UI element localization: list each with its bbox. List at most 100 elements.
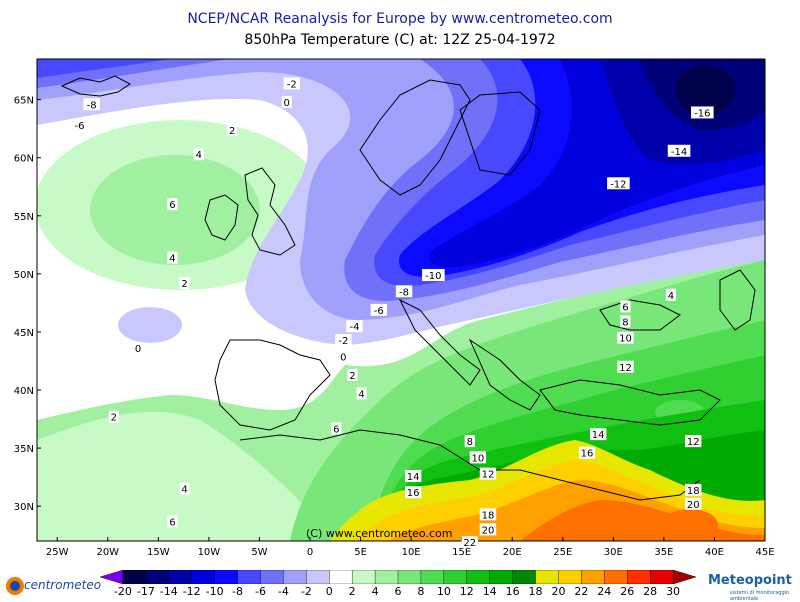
legend-label: 8 xyxy=(417,585,425,598)
contour-label-bg xyxy=(685,497,702,510)
contour-label: 2 xyxy=(227,123,238,137)
contour-label: 12 xyxy=(617,360,634,374)
legend-label: 26 xyxy=(620,585,635,598)
caspian-coast xyxy=(719,269,756,331)
legend-swatch xyxy=(397,570,422,584)
contour-label: 8 xyxy=(464,435,475,448)
legend-label: -14 xyxy=(159,585,178,598)
contour-label: 2 xyxy=(347,368,358,382)
legend-label: -8 xyxy=(232,585,244,598)
legend-swatch xyxy=(214,570,239,584)
band-24-pocket xyxy=(662,509,718,541)
contour-label-bg xyxy=(71,119,88,132)
map-subtitle: 850hPa Temperature (C) at: 12Z 25-04-197… xyxy=(244,32,556,48)
contour-label-text: 2 xyxy=(229,126,235,137)
britain-coast xyxy=(244,167,296,256)
contour-label: -16 xyxy=(691,106,714,119)
legend-swatch xyxy=(627,570,651,584)
legend-swatch xyxy=(443,570,468,584)
contour-label-text: 12 xyxy=(619,363,632,374)
legend-swatch xyxy=(351,570,376,584)
contour-label: -2 xyxy=(335,334,352,347)
contour-label-text: -8 xyxy=(87,100,97,111)
lon-label-10w: 10W xyxy=(198,547,221,558)
contour-label-text: 6 xyxy=(169,200,175,211)
legend-label: -12 xyxy=(182,585,201,598)
contour-label-text: 20 xyxy=(482,525,495,536)
legend-swatch xyxy=(168,570,193,584)
lon-label-45e: 45E xyxy=(755,547,774,558)
legend-label: 22 xyxy=(574,585,589,598)
finland-coast xyxy=(459,91,541,176)
contour-label-text: 2 xyxy=(181,279,187,290)
contour-label: 14 xyxy=(404,469,422,483)
lat-label-65n: 65N xyxy=(14,96,34,107)
color-legend xyxy=(100,570,696,584)
contour-label-bg xyxy=(133,342,144,355)
legend-label: -6 xyxy=(254,585,266,598)
lon-label-10e: 10E xyxy=(402,547,421,558)
contour-label-text: 18 xyxy=(687,486,700,497)
contour-label-bg xyxy=(665,288,677,301)
balkans-coast xyxy=(468,338,541,411)
contour-label-bg xyxy=(370,303,387,316)
legend-label: 10 xyxy=(436,585,451,598)
lon-label-40e: 40E xyxy=(705,547,724,558)
lon-label-35e: 35E xyxy=(654,547,673,558)
contour-label: 0 xyxy=(281,95,292,109)
contour-label: 4 xyxy=(167,251,178,265)
lat-label-60n: 60N xyxy=(14,154,34,165)
contour-label-bg xyxy=(356,387,367,400)
contour-label-text: 14 xyxy=(592,430,605,441)
legend-label: 4 xyxy=(371,585,379,598)
contour-label-bg xyxy=(620,300,631,313)
contour-label-text: 6 xyxy=(333,424,339,435)
legend-label: 24 xyxy=(597,585,612,598)
contour-label-bg xyxy=(179,277,190,290)
contour-label-bg xyxy=(461,536,478,549)
legend-swatch xyxy=(649,570,674,584)
contour-label-text: 4 xyxy=(196,150,202,161)
contour-label-bg xyxy=(422,269,445,282)
legend-swatch xyxy=(581,570,606,584)
legend-label: -17 xyxy=(136,585,155,598)
contour-label-bg xyxy=(167,251,178,264)
contour-label-bg xyxy=(346,320,363,333)
contour-label-text: 0 xyxy=(284,98,290,109)
contour-label: -8 xyxy=(395,285,413,298)
italy-coast xyxy=(398,298,481,386)
legend-labels: -20 -17 -14 -12 -10 -8 -6 -4 -2 0 2 4 6 8 10 12 14 16 18 20… xyxy=(0,585,800,599)
contour-label-bg xyxy=(620,315,631,328)
contour-label-bg xyxy=(108,410,119,423)
contour-label-bg xyxy=(479,523,497,536)
contour-label-text: 10 xyxy=(619,334,632,345)
contour-label-text: 10 xyxy=(471,453,484,464)
contour-label-text: -6 xyxy=(74,121,84,132)
legend-swatch xyxy=(100,570,124,584)
lon-label-25e: 25E xyxy=(553,547,572,558)
legend-label: -4 xyxy=(277,585,289,598)
lon-label-20w: 20W xyxy=(96,547,119,558)
contour-label: -14 xyxy=(667,144,691,158)
contour-label: 8 xyxy=(620,315,631,328)
legend-swatch xyxy=(283,570,308,584)
contour-label: 6 xyxy=(167,515,178,528)
latitude-axis: 65N 60N 55N 50N 45N 40N 35N 30N xyxy=(14,96,41,513)
legend-label: 30 xyxy=(666,585,681,598)
meteopoint-logo: Meteopoint xyxy=(708,573,792,588)
contour-label-bg xyxy=(179,482,190,495)
legend-label: -20 xyxy=(113,585,132,598)
contour-label-text: -4 xyxy=(349,322,359,333)
band-4 xyxy=(37,411,340,541)
scandinavia-coast xyxy=(359,79,471,196)
contour-label: 4 xyxy=(356,387,367,400)
contour-label-text: -6 xyxy=(374,306,384,317)
contour-label: -2 xyxy=(283,77,300,90)
contour-label: -12 xyxy=(607,177,630,190)
legend-swatch xyxy=(489,570,514,584)
contour-label-text: 22 xyxy=(463,538,476,549)
temperature-field xyxy=(37,59,765,541)
contour-label-bg xyxy=(464,435,475,448)
centrometeo-logo-text: centrometeo xyxy=(24,578,102,592)
legend-swatch xyxy=(191,570,216,584)
